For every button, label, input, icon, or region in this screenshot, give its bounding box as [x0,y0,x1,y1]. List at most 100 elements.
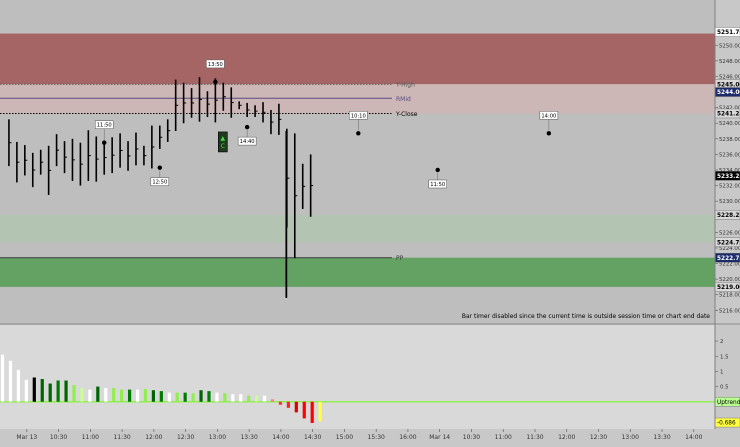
time-tick-label: 14:30 [304,434,321,441]
time-marker-label: 12:50 [152,180,167,186]
price-tick-label: 5242.00 [719,106,740,112]
price-badge-label: 5222.75 [717,256,740,262]
signal-box-frame [218,131,228,153]
time-marker-dot [356,131,361,136]
time-markers: 13:50 11:50 12:50 14:40 10:10 11:50 14:00 [94,59,559,189]
indicator-bar [0,354,5,402]
indicator-bar [302,401,306,419]
time-axis-background [0,429,715,447]
price-tick-label: 5220.00 [719,277,740,283]
price-tick-label: 5230.00 [719,199,740,205]
price-tick-label: 5250.00 [719,43,740,49]
time-marker-dot [244,124,250,130]
price-tick-label: 5238.00 [719,137,740,143]
time-tick-label: 10:30 [50,434,67,441]
time-marker-dot [102,140,107,145]
time-tick-label: 13:00 [622,434,639,441]
time-marker-label: 14:00 [541,113,556,119]
price-tick-label: 5246.00 [719,74,740,80]
price-tick-label: 5232.00 [719,184,740,190]
indicator-panel-background [0,325,715,429]
time-tick-label: Mar 14 [429,434,450,441]
time-tick-label: 13:30 [653,434,670,441]
price-tick-label: 5248.00 [719,59,740,65]
indicator-bar [262,395,267,402]
indicator-bar [64,380,68,402]
time-tick-label: Mar 13 [16,434,37,441]
price-tick-label: 5216.00 [719,308,740,314]
time-tick-label: 11:00 [82,434,99,441]
price-tick-label: 5222.00 [719,262,740,268]
indicator-bar [48,383,52,402]
price-tick-label: 5236.00 [719,152,740,158]
time-marker-box [349,111,368,120]
price-tick-label: 5234.00 [719,168,740,174]
indicator-bar [215,392,219,402]
price-zone [0,84,715,114]
indicator-bar [199,390,203,402]
price-badge-label: 5228.25 [717,213,740,219]
price-badge-label: 5219.00 [717,285,740,291]
price-axis-background [715,0,740,447]
indicator-tick-label: 0.5 [720,385,729,391]
time-axis: Mar 13 10:30 11:00 11:30 12:00 12:30 13:00 13:3… [16,429,703,441]
price-zones [0,33,715,287]
indicator-bar [40,379,44,402]
indicator-bar [151,390,155,402]
time-marker-dot [435,167,440,173]
indicator-bar [255,395,259,402]
indicator-bar [167,392,171,402]
indicator-bar [278,401,283,405]
time-marker-box [206,59,225,69]
signal-up-arrow: ▲ [221,135,226,142]
price-badge-label: 5251.7 [717,30,739,36]
time-tick-label: 13:30 [240,434,257,441]
time-marker-label: 11:50 [97,123,112,129]
time-marker-dot [546,131,552,136]
price-axis: 5250.00 5248.00 5246.00 5244.00 5242.00 5240.… [714,27,740,314]
level-label: Y-High [395,82,415,89]
time-tick-label: 15:00 [336,434,353,441]
price-zone [0,214,715,243]
price-badge-label: 5241.25 [717,112,740,118]
time-marker-box [237,136,257,146]
price-tick-label: 5240.00 [719,121,740,127]
time-marker-label: 14:40 [240,139,255,145]
indicator-bar [24,379,28,402]
indicator-bar [239,394,243,402]
time-marker-box [94,120,114,129]
indicator-bar [143,389,148,402]
indicator-bar [135,389,140,402]
time-tick-label: 14:00 [685,434,702,441]
indicator-bar [191,393,195,402]
indicator-bar [104,388,108,402]
indicator-bar [120,389,124,402]
indicator-bar [96,386,100,402]
indicator-bar [310,401,314,423]
price-tick-label: 5226.00 [719,230,740,236]
time-marker-dot [157,165,162,170]
price-tick-label: 5224.00 [719,246,740,252]
time-marker-label: 13:50 [208,62,223,68]
time-tick-label: 13:00 [209,434,226,441]
indicator-bar [32,377,36,402]
time-marker-dot [213,79,218,85]
indicator-bar [159,391,163,402]
time-tick-label: 16:00 [399,434,416,441]
reference-levels: Y-High RMid Y-Close PP [0,82,418,262]
indicator-tick-label: 2 [720,339,723,345]
indicator-bar [223,393,227,402]
time-marker-label: 10:10 [351,113,366,119]
indicator-bar [88,389,92,402]
indicator-bar [112,388,116,402]
indicator-bar [231,394,235,402]
indicator-histogram [0,354,715,423]
price-zone [0,257,715,287]
time-tick-label: 11:30 [113,434,130,441]
indicator-bar [80,388,84,402]
indicator-bar [294,401,298,413]
price-zone [0,33,715,85]
time-tick-label: 12:00 [558,434,575,441]
time-tick-label: 12:30 [590,434,607,441]
